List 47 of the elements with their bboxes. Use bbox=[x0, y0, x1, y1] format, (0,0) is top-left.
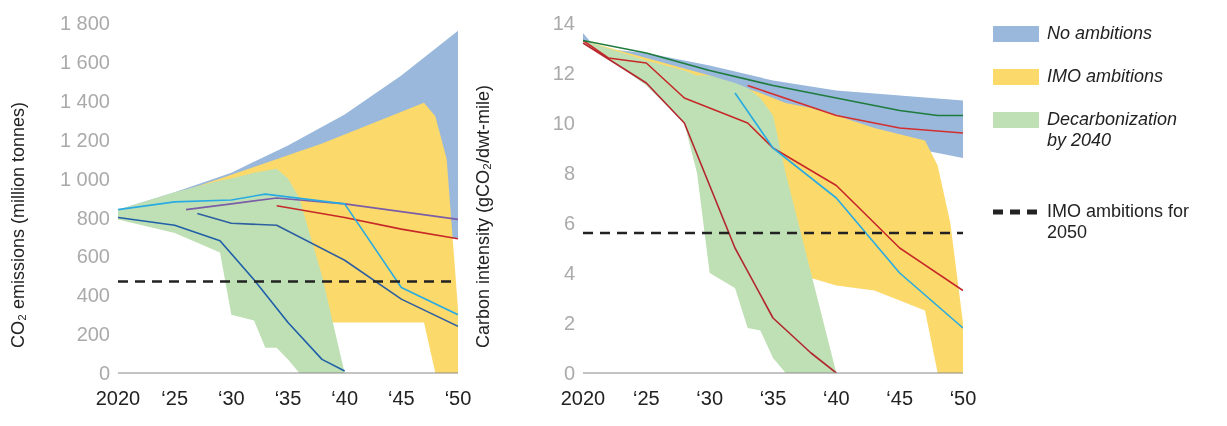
x-tick-label: ‘35 bbox=[759, 387, 787, 410]
x-tick-label: 2020 bbox=[95, 387, 141, 410]
y-tick-label: 1 400 bbox=[59, 89, 110, 112]
y-tick-label: 0 bbox=[563, 362, 575, 385]
line-series bbox=[118, 193, 458, 316]
line-series bbox=[118, 216, 346, 372]
y-tick-label: 600 bbox=[76, 245, 110, 268]
line-series bbox=[734, 92, 963, 329]
y-tick-label: 1 600 bbox=[59, 50, 110, 73]
legend-label: Decarbonization by 2040 bbox=[1047, 109, 1179, 151]
y-tick-label: 400 bbox=[76, 284, 110, 307]
x-tick-label: ‘40 bbox=[331, 387, 359, 410]
y-tick-label: 14 bbox=[552, 12, 575, 35]
y-tick-label: 0 bbox=[98, 362, 110, 385]
x-tick-label: ‘40 bbox=[822, 387, 850, 410]
line-series bbox=[746, 84, 963, 134]
x-tick-label: ‘25 bbox=[161, 387, 189, 410]
x-tick-label: ‘25 bbox=[632, 387, 660, 410]
line-series bbox=[583, 39, 963, 117]
x-tick-label: 2020 bbox=[560, 387, 606, 410]
line-series bbox=[275, 204, 458, 240]
legend-label: No ambitions bbox=[1047, 23, 1154, 44]
x-tick-label: ‘50 bbox=[949, 387, 977, 410]
y-tick-label: 800 bbox=[76, 206, 110, 229]
y-tick-label: 12 bbox=[552, 62, 575, 85]
x-tick-label: ‘30 bbox=[696, 387, 724, 410]
y-tick-label: 1 200 bbox=[59, 128, 110, 151]
x-tick-label: ‘30 bbox=[217, 387, 245, 410]
x-tick-label: ‘45 bbox=[886, 387, 914, 410]
line-series bbox=[196, 212, 458, 328]
line-series bbox=[583, 39, 963, 292]
y-axis-title: CO₂ emissions (million tonnes) bbox=[8, 101, 29, 348]
y-tick-label: 8 bbox=[563, 162, 575, 185]
y-tick-label: 200 bbox=[76, 323, 110, 346]
y-tick-label: 1 000 bbox=[59, 167, 110, 190]
y-tick-label: 4 bbox=[563, 262, 575, 285]
x-tick-label: ‘45 bbox=[387, 387, 415, 410]
line-series bbox=[185, 197, 458, 221]
y-tick-label: 10 bbox=[552, 112, 575, 135]
y-axis-title: Carbon intensity (gCO₂/dwt-mile) bbox=[473, 84, 494, 348]
x-tick-label: ‘35 bbox=[274, 387, 302, 410]
x-tick-label: ‘50 bbox=[444, 387, 472, 410]
y-tick-label: 2 bbox=[563, 312, 575, 335]
y-tick-label: 6 bbox=[563, 212, 575, 235]
ref-line-label: IMO ambitions for 2050 bbox=[1047, 201, 1191, 243]
y-tick-label: 1 800 bbox=[59, 12, 110, 35]
legend-label: IMO ambitions bbox=[1047, 66, 1165, 87]
